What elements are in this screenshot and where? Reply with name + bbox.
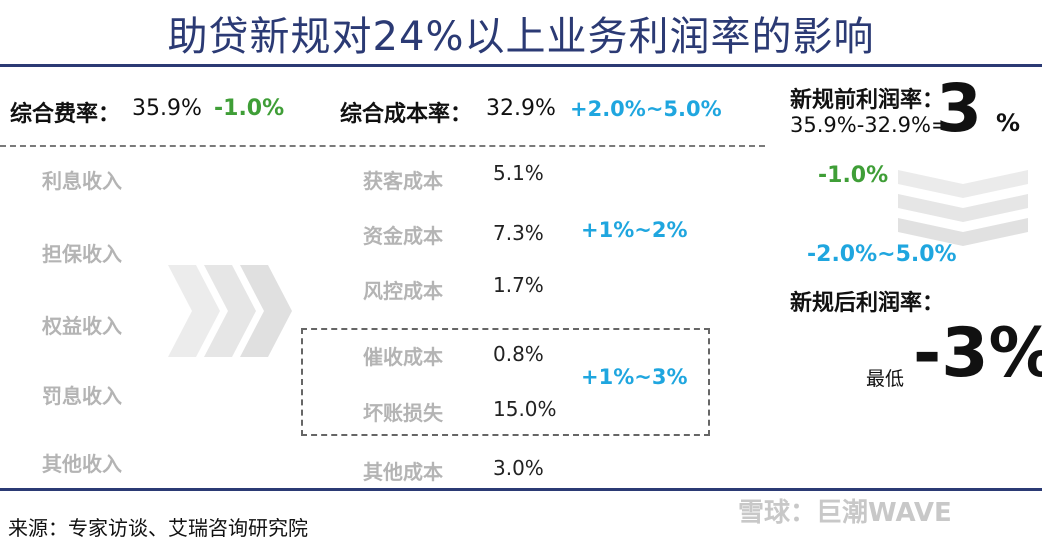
profit-fee-change: -1.0% xyxy=(818,163,889,188)
income-item: 罚息收入 xyxy=(42,384,122,408)
header-divider xyxy=(0,145,765,147)
fee-rate-change: -1.0% xyxy=(214,96,285,121)
collection-group-box xyxy=(301,328,710,436)
income-item: 担保收入 xyxy=(42,242,122,266)
cost-item-value: 1.7% xyxy=(493,273,544,297)
cost-rate-value: 32.9% xyxy=(486,96,556,121)
cost-rate-change: +2.0%~5.0% xyxy=(570,97,722,121)
source-note: 来源：专家访谈、艾瑞咨询研究院 xyxy=(8,516,308,540)
footer-divider xyxy=(0,488,1042,491)
cost-item-name: 其他成本 xyxy=(363,460,443,484)
profit-before-formula: 35.9%-32.9%= xyxy=(790,113,949,137)
cost-item-name: 催收成本 xyxy=(363,345,443,369)
title-divider xyxy=(0,64,1042,67)
cost-item-name: 坏账损失 xyxy=(363,401,443,425)
cost-item-value: 0.8% xyxy=(493,342,544,366)
cost-item-name: 资金成本 xyxy=(363,224,443,248)
cost-item-value: 5.1% xyxy=(493,161,544,185)
cost-item-name: 获客成本 xyxy=(363,169,443,193)
fee-rate-label: 综合费率： xyxy=(10,102,121,127)
down-chevrons-icon xyxy=(898,170,1028,246)
funding-cost-range: +1%~2% xyxy=(581,218,688,242)
profit-before-value: 3 xyxy=(936,70,982,147)
fee-rate-value: 35.9% xyxy=(132,96,202,121)
profit-after-label: 新规后利润率： xyxy=(790,291,945,316)
cost-item-value: 3.0% xyxy=(493,456,544,480)
income-item: 权益收入 xyxy=(42,314,122,338)
cost-rate-label: 综合成本率： xyxy=(340,102,473,127)
profit-after-value: -3% xyxy=(913,314,1042,393)
page-title: 助贷新规对24%以上业务利润率的影响 xyxy=(167,14,875,60)
chevron-arrows-icon xyxy=(168,265,292,357)
profit-cost-change: -2.0%~5.0% xyxy=(807,242,957,267)
profit-before-label: 新规前利润率： xyxy=(790,88,945,113)
cost-item-value: 7.3% xyxy=(493,221,544,245)
cost-item-name: 风控成本 xyxy=(363,279,443,303)
income-item: 其他收入 xyxy=(42,452,122,476)
collection-cost-range: +1%~3% xyxy=(581,365,688,389)
cost-item-value: 15.0% xyxy=(493,397,557,421)
watermark: 雪球：巨潮WAVE xyxy=(738,498,952,528)
income-item: 利息收入 xyxy=(42,169,122,193)
profit-after-prefix: 最低 xyxy=(866,368,905,390)
profit-before-unit: % xyxy=(996,109,1021,137)
